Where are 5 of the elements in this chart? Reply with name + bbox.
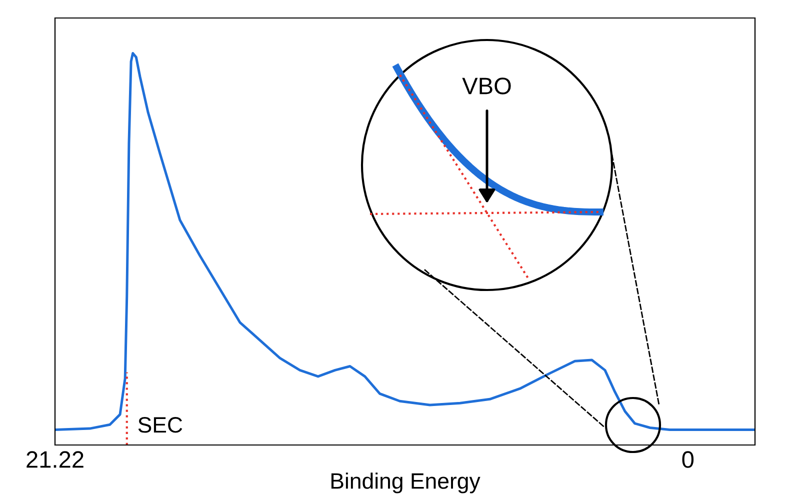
x-axis-title: Binding Energy bbox=[331, 472, 480, 494]
ref-line-label: SEC bbox=[138, 417, 182, 433]
annotation: VBO bbox=[462, 78, 511, 94]
x-tick-label: 21.22 bbox=[26, 451, 84, 468]
x-tick-label: 0 bbox=[682, 451, 694, 468]
